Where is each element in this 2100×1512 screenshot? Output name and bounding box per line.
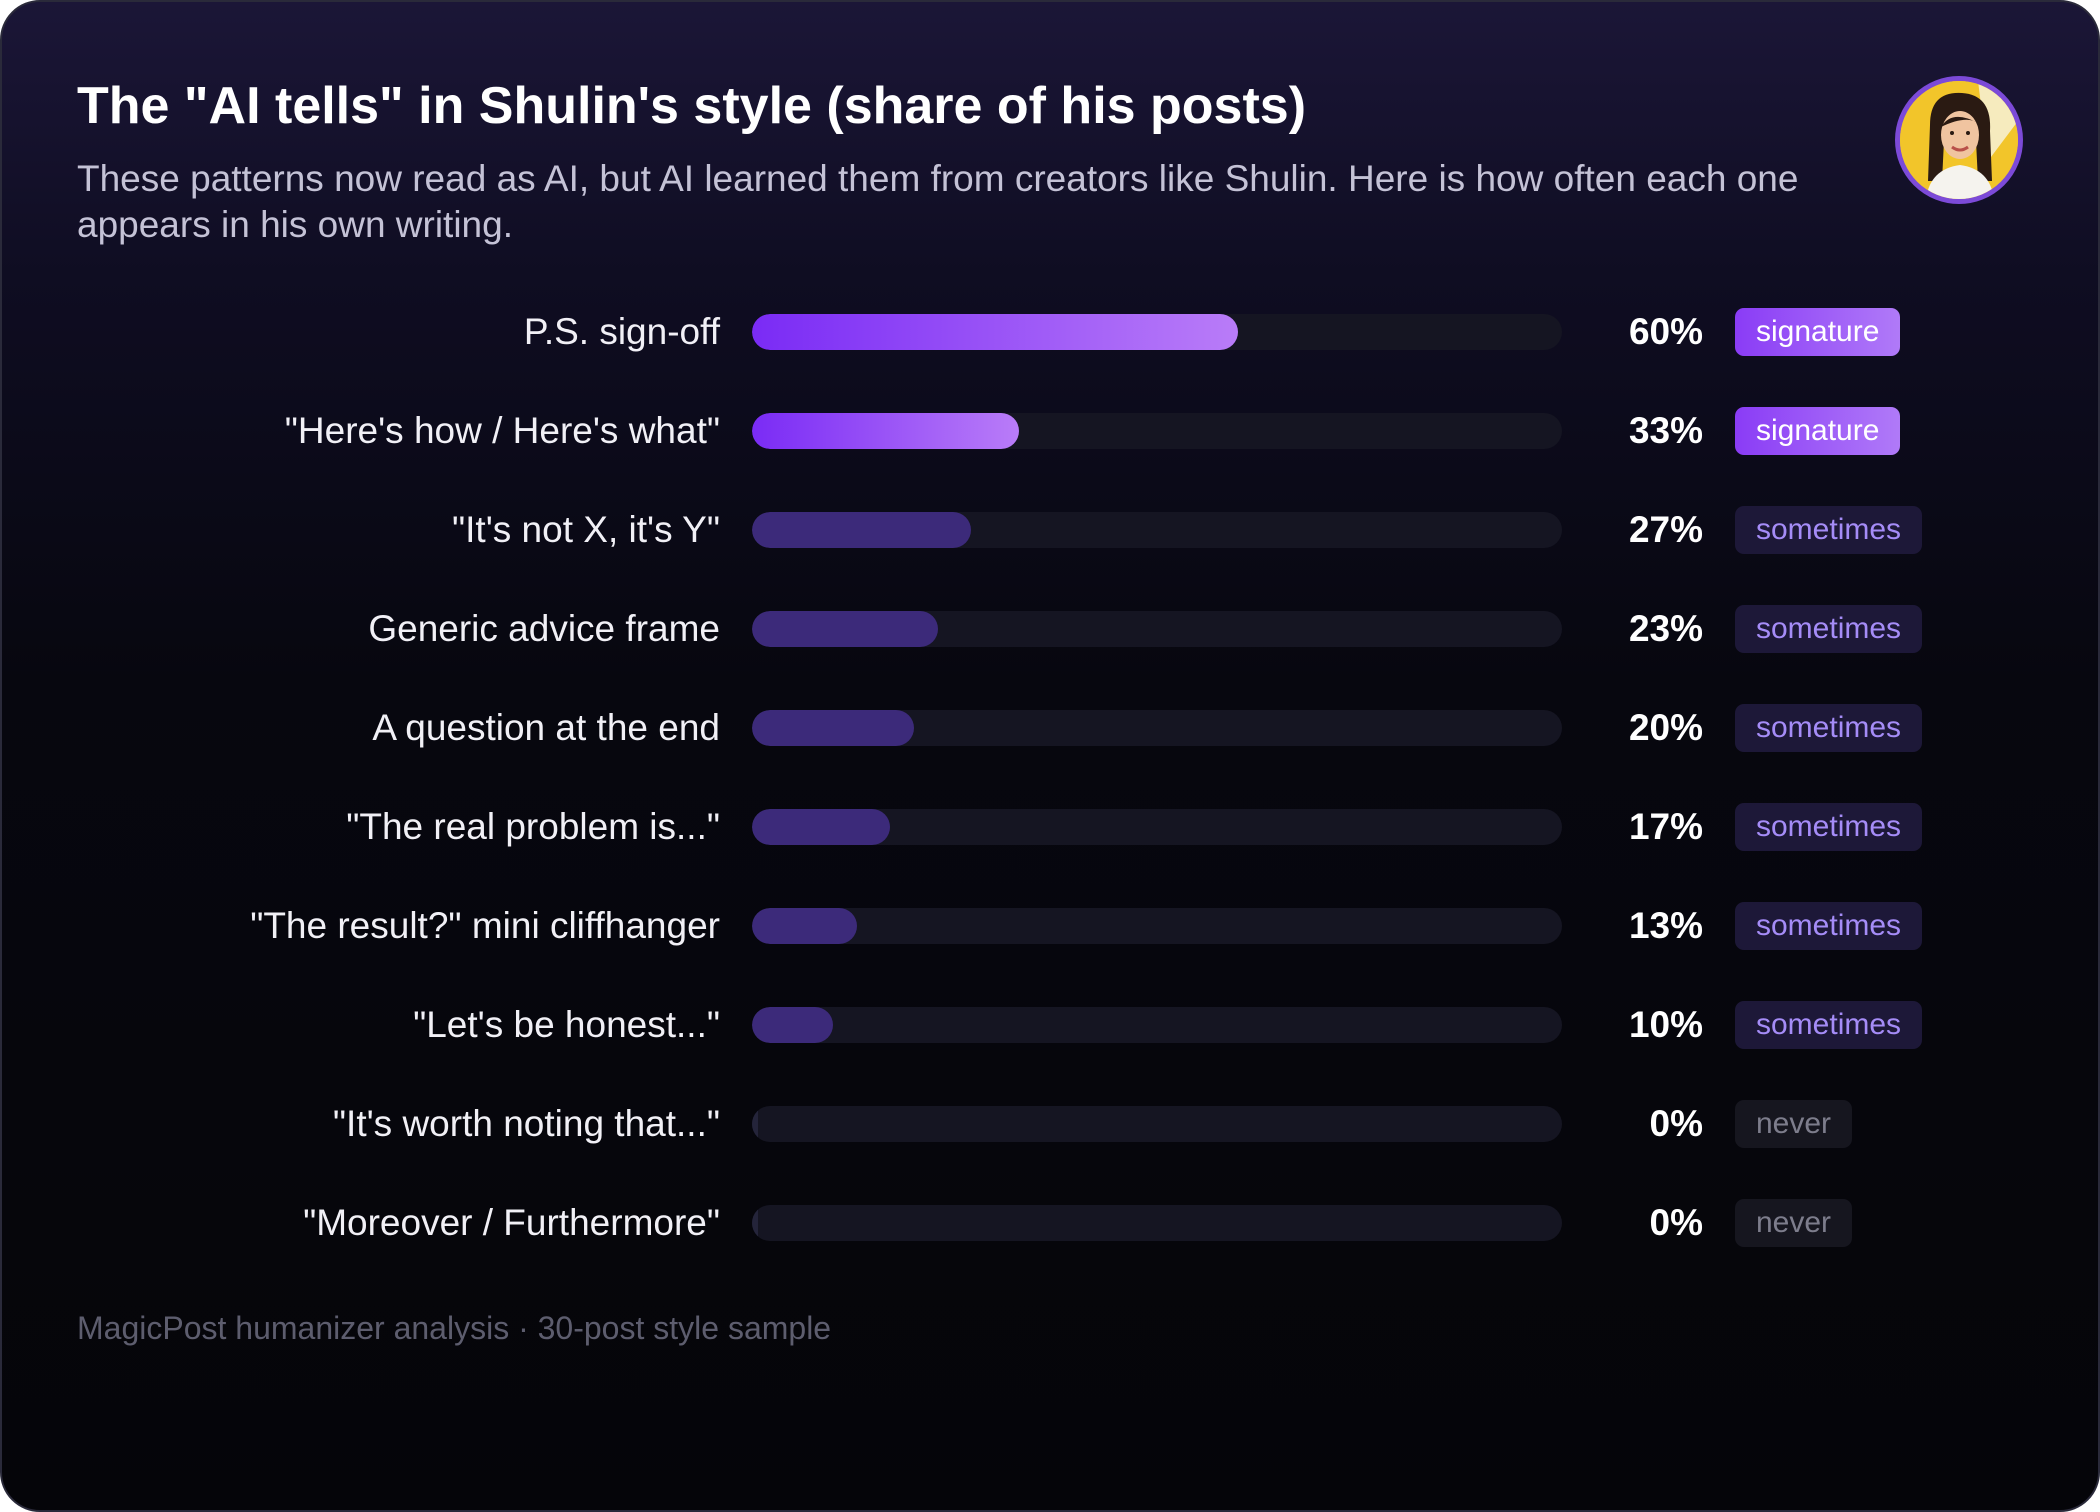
bar bbox=[752, 710, 914, 746]
value-label: 60% bbox=[1628, 311, 1703, 352]
frequency-badge: sometimes bbox=[1735, 506, 1923, 554]
category-label: A question at the end bbox=[372, 707, 720, 748]
bar-row: "The real problem is..." 17% sometimes bbox=[2, 797, 2098, 857]
bar-row: "The result?" mini cliffhanger 13% sometim… bbox=[2, 896, 2098, 956]
bar-track bbox=[752, 1007, 1562, 1043]
frequency-badge: sometimes bbox=[1735, 803, 1923, 851]
bar bbox=[752, 512, 971, 548]
bar-track bbox=[752, 908, 1562, 944]
frequency-badge: sometimes bbox=[1735, 1001, 1923, 1049]
bar bbox=[752, 1007, 833, 1043]
bar bbox=[752, 809, 890, 845]
bar bbox=[752, 1205, 758, 1241]
bar bbox=[752, 413, 1019, 449]
bar bbox=[752, 908, 857, 944]
frequency-badge: sometimes bbox=[1735, 605, 1923, 653]
bar bbox=[752, 611, 938, 647]
bar-row: "Moreover / Furthermore" 0% never bbox=[2, 1193, 2098, 1253]
bar-row: "Here's how / Here's what" 33% signature bbox=[2, 401, 2098, 461]
frequency-badge: sometimes bbox=[1735, 704, 1923, 752]
category-label: "It's not X, it's Y" bbox=[452, 509, 720, 550]
chart-title: The "AI tells" in Shulin's style (share … bbox=[77, 77, 1307, 135]
bar-track bbox=[752, 611, 1562, 647]
value-label: 17% bbox=[1628, 806, 1703, 847]
avatar-icon bbox=[1895, 76, 2023, 204]
bar-row: A question at the end 20% sometimes bbox=[2, 698, 2098, 758]
bar-row: "Let's be honest..." 10% sometimes bbox=[2, 995, 2098, 1055]
frequency-badge: signature bbox=[1735, 308, 1901, 356]
bar-track bbox=[752, 512, 1562, 548]
bar bbox=[752, 1106, 758, 1142]
value-label: 27% bbox=[1628, 509, 1703, 550]
bar-track bbox=[752, 314, 1562, 350]
category-label: "Moreover / Furthermore" bbox=[303, 1202, 720, 1243]
value-label: 23% bbox=[1628, 608, 1703, 649]
bar-track bbox=[752, 1106, 1562, 1142]
value-label: 0% bbox=[1649, 1202, 1703, 1243]
frequency-badge: never bbox=[1735, 1100, 1853, 1148]
bar-track bbox=[752, 809, 1562, 845]
bar bbox=[752, 314, 1238, 350]
category-label: "Let's be honest..." bbox=[413, 1004, 720, 1045]
value-label: 0% bbox=[1649, 1103, 1703, 1144]
value-label: 10% bbox=[1628, 1004, 1703, 1045]
category-label: "Here's how / Here's what" bbox=[284, 410, 720, 451]
value-label: 13% bbox=[1628, 905, 1703, 946]
bar-row: "It's worth noting that..." 0% never bbox=[2, 1094, 2098, 1154]
category-label: "The real problem is..." bbox=[346, 806, 720, 847]
category-label: "It's worth noting that..." bbox=[332, 1103, 720, 1144]
frequency-badge: signature bbox=[1735, 407, 1901, 455]
value-label: 33% bbox=[1628, 410, 1703, 451]
frequency-badge: never bbox=[1735, 1199, 1853, 1247]
bar-row: "It's not X, it's Y" 27% sometimes bbox=[2, 500, 2098, 560]
chart-subtitle: These patterns now read as AI, but AI le… bbox=[77, 158, 1799, 245]
value-label: 20% bbox=[1628, 707, 1703, 748]
category-label: Generic advice frame bbox=[368, 608, 720, 649]
bar-row: Generic advice frame 23% sometimes bbox=[2, 599, 2098, 659]
category-label: P.S. sign-off bbox=[523, 311, 720, 352]
frequency-badge: sometimes bbox=[1735, 902, 1923, 950]
chart-source-note: MagicPost humanizer analysis · 30-post s… bbox=[77, 1310, 832, 1346]
category-label: "The result?" mini cliffhanger bbox=[250, 905, 720, 946]
bar-track bbox=[752, 413, 1562, 449]
bar-row: P.S. sign-off 60% signature bbox=[2, 302, 2098, 362]
bar-track bbox=[752, 1205, 1562, 1241]
bar-track bbox=[752, 710, 1562, 746]
